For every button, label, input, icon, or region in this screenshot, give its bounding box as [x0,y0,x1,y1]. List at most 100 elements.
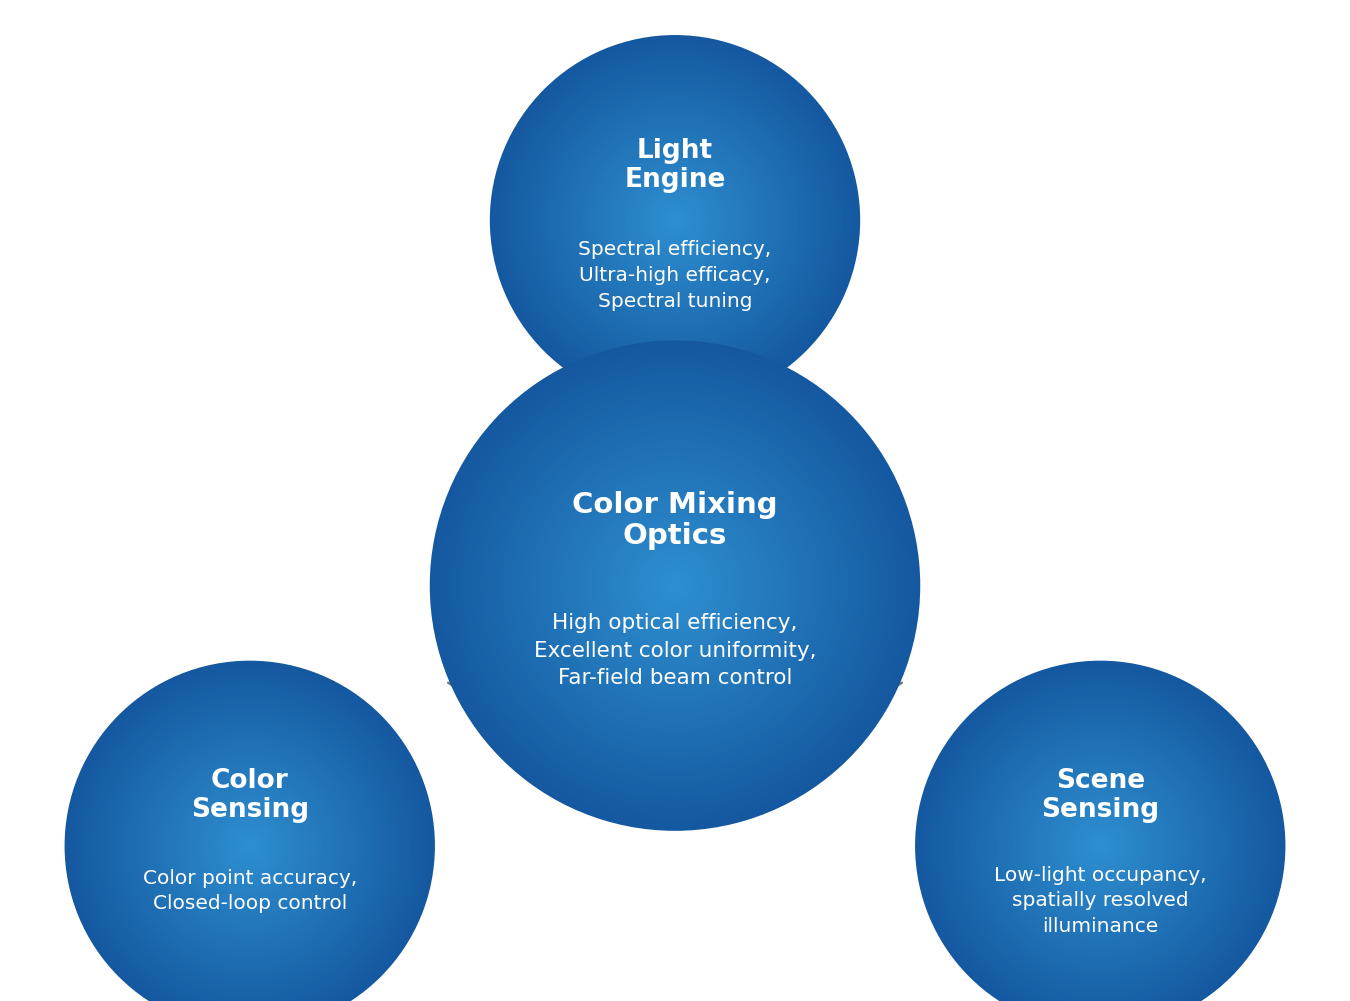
Circle shape [559,104,791,336]
Circle shape [634,546,716,626]
Circle shape [954,700,1246,992]
Circle shape [931,677,1269,1001]
Circle shape [1049,795,1152,897]
Circle shape [1091,837,1110,855]
Circle shape [513,58,837,382]
Circle shape [1081,827,1119,864]
Circle shape [107,703,393,989]
Circle shape [1038,784,1162,908]
Circle shape [926,673,1274,1001]
Circle shape [178,774,321,918]
Circle shape [595,506,755,666]
Circle shape [493,37,857,403]
Circle shape [629,174,721,266]
Circle shape [1048,793,1153,899]
Circle shape [108,705,391,987]
Circle shape [134,730,366,962]
Circle shape [934,679,1266,1001]
Circle shape [975,721,1226,971]
Circle shape [529,74,821,366]
Circle shape [1010,756,1191,936]
Circle shape [605,516,745,656]
Circle shape [475,386,875,785]
Circle shape [626,171,724,269]
Circle shape [130,726,370,966]
Circle shape [230,825,270,867]
Circle shape [1015,760,1185,932]
Circle shape [1084,830,1116,862]
Circle shape [120,717,379,975]
Circle shape [649,195,701,245]
Circle shape [487,398,863,773]
Circle shape [525,435,825,736]
Circle shape [148,744,351,948]
Circle shape [666,211,684,229]
Circle shape [672,218,678,222]
Circle shape [536,81,814,359]
Circle shape [446,355,904,816]
Circle shape [582,128,768,312]
Circle shape [429,340,921,831]
Circle shape [1064,809,1137,883]
Circle shape [509,420,841,751]
Circle shape [460,371,890,800]
Circle shape [580,125,770,315]
Circle shape [578,123,772,317]
Circle shape [541,86,809,354]
Circle shape [564,109,786,331]
Circle shape [548,93,802,347]
Circle shape [215,811,285,881]
Circle shape [555,100,795,340]
Circle shape [977,723,1223,969]
Circle shape [950,696,1250,996]
Circle shape [220,816,279,876]
Circle shape [470,380,880,791]
Circle shape [185,781,315,911]
Circle shape [640,185,710,255]
Circle shape [155,751,344,941]
Circle shape [593,503,757,669]
Circle shape [656,202,694,239]
Circle shape [662,206,688,234]
Circle shape [234,830,266,862]
Circle shape [559,469,791,702]
Circle shape [666,577,684,595]
Circle shape [1000,747,1200,945]
Circle shape [603,148,747,292]
Circle shape [439,349,911,822]
Circle shape [938,684,1262,1001]
Circle shape [1007,753,1193,939]
Circle shape [601,146,749,294]
Circle shape [1023,770,1177,922]
Circle shape [651,561,699,611]
Circle shape [227,823,273,869]
Circle shape [139,735,360,957]
Circle shape [458,368,892,803]
Circle shape [996,742,1204,950]
Circle shape [1031,777,1169,915]
Circle shape [668,213,682,227]
Circle shape [90,686,409,1001]
Circle shape [197,793,302,899]
Circle shape [941,686,1260,1001]
Circle shape [78,675,421,1001]
Circle shape [574,118,776,322]
Circle shape [497,42,853,398]
Circle shape [525,70,825,370]
Circle shape [166,763,333,929]
Circle shape [143,740,356,952]
Circle shape [188,784,312,908]
Text: Light
Engine: Light Engine [624,138,726,192]
Circle shape [528,438,822,733]
Circle shape [74,670,425,1001]
Circle shape [608,153,742,287]
Circle shape [150,747,350,945]
Circle shape [653,565,697,607]
Circle shape [580,490,770,681]
Circle shape [504,49,846,391]
Circle shape [598,144,752,296]
Circle shape [1077,823,1123,869]
Circle shape [973,719,1227,973]
Circle shape [127,723,373,969]
Circle shape [153,749,347,943]
